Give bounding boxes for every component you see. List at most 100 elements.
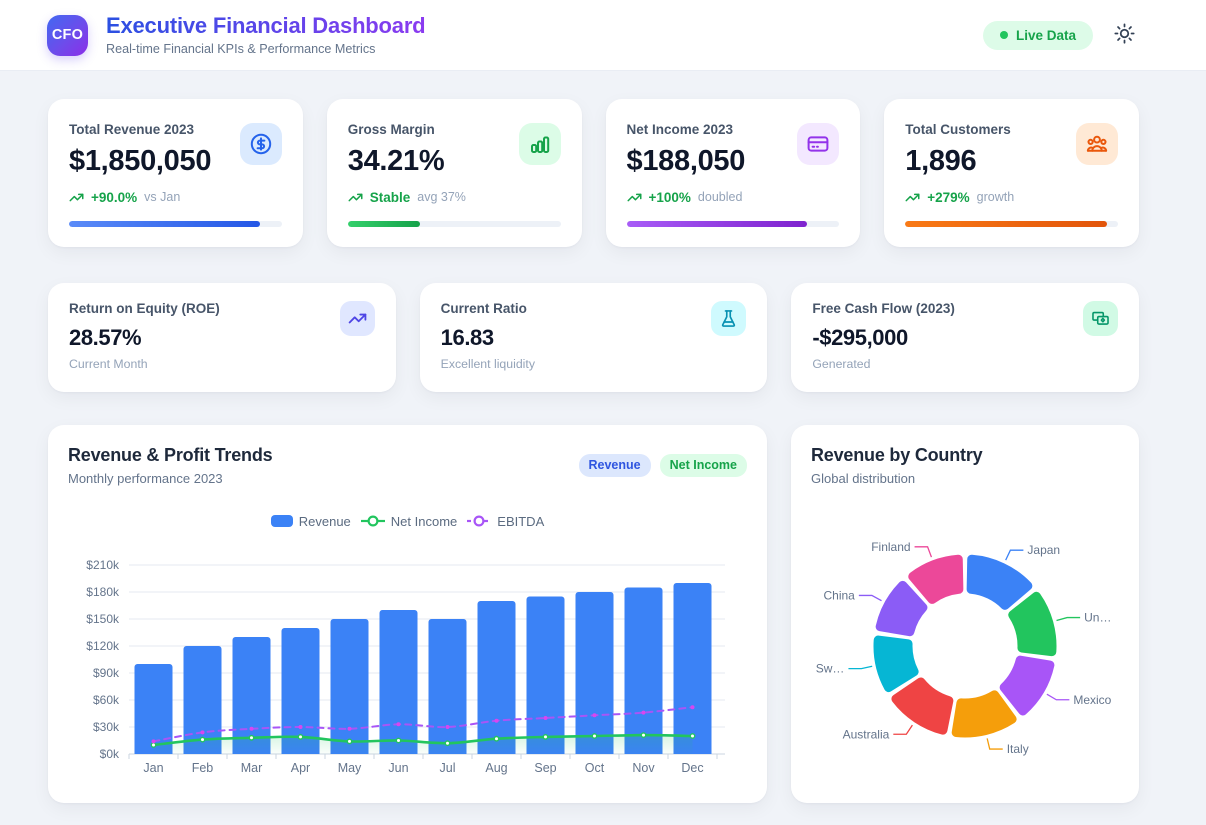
revenue-bar-Nov[interactable]	[624, 587, 663, 755]
net-income-point-May[interactable]	[346, 738, 353, 745]
net-income-point-Dec[interactable]	[689, 733, 696, 739]
revenue-bar-Jun[interactable]	[379, 610, 418, 754]
donut-label-line	[914, 546, 933, 558]
stat-label: Return on Equity (ROE)	[69, 301, 220, 316]
donut-label-Mexico: Mexico	[1073, 693, 1111, 707]
net-income-point-Oct[interactable]	[591, 733, 598, 739]
net-income-badge[interactable]: Net Income	[659, 454, 747, 477]
revenue-bar-Feb[interactable]	[183, 646, 222, 754]
net-income-point-Apr[interactable]	[297, 733, 304, 740]
net-income-point-Mar[interactable]	[248, 734, 255, 741]
legend-item-revenue[interactable]: Revenue	[270, 513, 351, 529]
net-income-point-Feb[interactable]	[199, 736, 206, 743]
ebitda-point-Oct[interactable]	[592, 713, 597, 718]
stat-value: -$295,000	[812, 325, 908, 350]
y-axis-label: $30k	[93, 720, 120, 734]
ebitda-point-Aug[interactable]	[494, 718, 499, 723]
revenue-bar-Dec[interactable]	[673, 583, 712, 754]
kpi-card-total-revenue: Total Revenue 2023 $1,850,050 +90.0%	[48, 99, 303, 247]
legend-item-net-income[interactable]: Net Income	[360, 514, 457, 529]
x-axis-label: Aug	[485, 761, 507, 775]
kpi-progress-fill	[347, 220, 421, 227]
kpi-label: Total Revenue 2023	[69, 122, 195, 137]
donut-slice-Sw[interactable]	[872, 634, 920, 694]
donut-label-Japan: Japan	[1027, 543, 1060, 557]
trend-chart-plot: $0k $30k $60k $90k $120k $150k $180k $210k Jan Fe…	[86, 558, 725, 775]
kpi-trend-note: vs Jan	[144, 190, 181, 205]
ebitda-point-Feb[interactable]	[200, 730, 205, 735]
donut-slice-Un[interactable]	[1007, 590, 1058, 658]
revenue-bar-Apr[interactable]	[281, 628, 320, 754]
x-axis-label: May	[338, 761, 362, 775]
x-axis-label: Nov	[632, 761, 655, 775]
charts-row: Revenue & Profit Trends Monthly performa…	[48, 425, 1139, 803]
stat-card-current-ratio: Current Ratio 16.83 Excellent liquidity	[419, 283, 768, 392]
trending-up-icon	[905, 190, 920, 205]
ebitda-point-Jun[interactable]	[396, 722, 401, 727]
legend-label: Revenue	[298, 513, 351, 529]
trending-up-icon	[69, 190, 84, 205]
net-income-point-Sep[interactable]	[542, 733, 549, 740]
legend-swatch	[360, 515, 385, 527]
revenue-bar-Mar[interactable]	[232, 637, 271, 754]
net-income-point-Aug[interactable]	[493, 735, 500, 742]
ebitda-point-Jan[interactable]	[151, 739, 156, 744]
country-donut-chart: Japan Un… Mexico Italy Australia Sw… China Finl…	[816, 540, 1112, 756]
net-income-point-Jan[interactable]	[150, 742, 157, 748]
ebitda-point-Nov[interactable]	[641, 710, 646, 715]
donut-slice-Italy[interactable]	[950, 689, 1018, 739]
revenue-badge[interactable]: Revenue	[578, 454, 651, 477]
trend-chart-title: Revenue & Profit Trends	[68, 445, 273, 465]
kpi-card-net-income: Net Income 2023 $188,050 +1	[605, 99, 861, 247]
ebitda-point-Mar[interactable]	[249, 726, 254, 731]
stat-sub: Excellent liquidity	[440, 357, 535, 371]
ebitda-line[interactable]	[152, 706, 694, 743]
revenue-bar-Aug[interactable]	[477, 601, 516, 754]
trend-chart-card: Revenue & Profit Trends Monthly performa…	[48, 425, 767, 803]
stat-sub: Generated	[812, 357, 871, 371]
kpi-trend-value: +100%	[648, 189, 691, 205]
theme-toggle-button[interactable]	[1114, 23, 1135, 47]
revenue-bar-Sep[interactable]	[526, 596, 565, 755]
net-income-point-Jun[interactable]	[395, 737, 402, 744]
kpi-label: Gross Margin	[347, 122, 435, 137]
kpi-value: $1,850,050	[69, 145, 212, 177]
donut-label-line	[1056, 616, 1081, 622]
legend-swatch	[270, 515, 293, 527]
net-income-area	[153, 735, 693, 754]
ebitda-point-Sep[interactable]	[543, 716, 548, 720]
x-axis-label: Apr	[291, 761, 310, 775]
net-income-point-Nov[interactable]	[640, 732, 647, 739]
flask-icon	[711, 301, 747, 336]
x-axis-label: Oct	[585, 761, 605, 775]
donut-label-Finland: Finland	[871, 540, 910, 554]
kpi-value: $188,050	[626, 145, 746, 177]
y-axis-label: $150k	[86, 612, 120, 626]
kpi-progress-fill	[626, 220, 808, 227]
donut-slice-Finland[interactable]	[907, 553, 965, 605]
net-income-line[interactable]	[152, 733, 694, 747]
y-axis-label: $210k	[86, 558, 120, 572]
net-income-point-Jul[interactable]	[444, 740, 451, 747]
y-axis-label: $90k	[93, 666, 120, 680]
ebitda-point-Apr[interactable]	[298, 725, 303, 729]
kpi-value: 1,896	[905, 145, 977, 177]
donut-label-line	[1005, 549, 1024, 561]
stat-row: Return on Equity (ROE) 28.57% Current Mo…	[48, 283, 1139, 392]
revenue-bar-May[interactable]	[330, 619, 369, 754]
ebitda-point-Jul[interactable]	[445, 725, 450, 729]
donut-slice-Japan[interactable]	[965, 553, 1034, 611]
trend-chart-legend: Revenue Net Income EBITDA	[68, 513, 747, 529]
y-axis-label: $180k	[86, 585, 120, 599]
revenue-bar-Jan[interactable]	[134, 664, 173, 754]
ebitda-point-Dec[interactable]	[690, 705, 695, 710]
revenue-bar-Jul[interactable]	[428, 619, 467, 754]
donut-slice-Mexico[interactable]	[998, 654, 1056, 717]
revenue-bar-Oct[interactable]	[575, 592, 614, 754]
donut-slice-China[interactable]	[874, 579, 929, 638]
ebitda-point-May[interactable]	[347, 726, 352, 731]
donut-label-line	[1046, 693, 1070, 701]
donut-slice-Australia[interactable]	[890, 676, 955, 736]
legend-item-ebitda[interactable]: EBITDA	[467, 514, 544, 529]
y-axis-label: $0k	[100, 747, 120, 761]
